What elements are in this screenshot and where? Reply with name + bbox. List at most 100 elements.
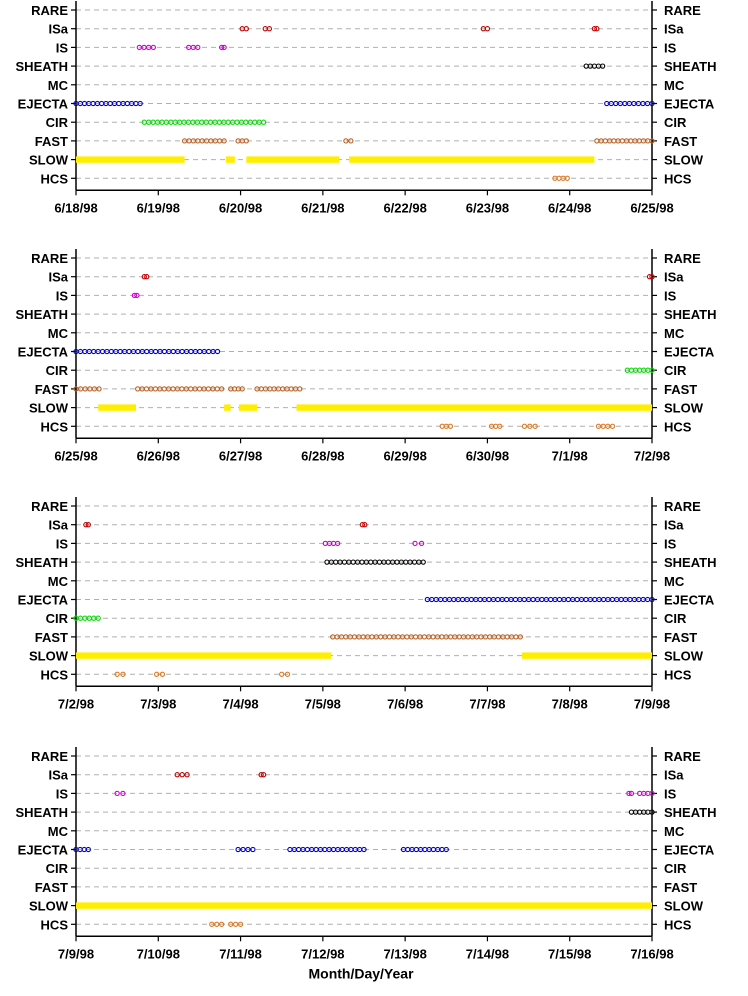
interval-is-3-point [649, 790, 655, 797]
interval-hcs-3-point [284, 671, 291, 677]
category-label-left-is: IS [56, 536, 69, 551]
interval-ejecta-1-point [197, 348, 203, 355]
interval-fast-4-point [611, 138, 617, 144]
category-label-right-fast: FAST [664, 134, 697, 149]
x-tick-label: 7/14/98 [466, 946, 509, 961]
interval-slow-3 [246, 156, 340, 163]
category-label-left-sheath: SHEATH [16, 805, 68, 820]
category-label-right-sheath: SHEATH [664, 59, 716, 74]
interval-hcs-1-point [564, 175, 570, 181]
interval-fast-2-point [179, 386, 185, 392]
interval-fast-1-point [386, 634, 393, 640]
interval-fast-3-point [239, 386, 245, 392]
category-label-left-is: IS [56, 288, 69, 303]
x-tick-label: 7/2/98 [58, 696, 94, 711]
category-label-right-hcs: HCS [664, 171, 692, 186]
interval-fast-2-point [152, 386, 159, 392]
interval-ejecta-1-point [179, 348, 185, 355]
x-tick-label: 6/18/98 [54, 200, 97, 215]
category-label-left-cir: CIR [46, 611, 69, 626]
interval-isa-2-point [646, 274, 653, 280]
interval-slow-2 [521, 652, 652, 659]
category-label-left-cir: CIR [46, 363, 69, 378]
interval-ejecta-1-point [214, 348, 221, 355]
interval-ejecta-1-point [556, 596, 563, 603]
category-label-left-sheath: SHEATH [16, 307, 68, 322]
interval-fast-1-point [412, 634, 419, 640]
category-label-left-fast: FAST [35, 382, 68, 397]
x-tick-label: 7/15/98 [548, 946, 591, 961]
interval-hcs-1-point [114, 671, 120, 677]
category-label-right-isa: ISa [664, 518, 684, 533]
category-label-left-cir: CIR [46, 861, 69, 876]
category-label-right-isa: ISa [664, 768, 684, 783]
category-label-left-rare: RARE [31, 251, 68, 266]
category-label-right-slow: SLOW [664, 649, 704, 664]
interval-fast-1-point [221, 138, 227, 144]
interval-slow-1 [76, 156, 185, 163]
category-label-right-ejecta: EJECTA [664, 97, 715, 112]
chart-panel-2: RARE RARE ISa ISa IS IS SHEATH SHEATH MC MC EJECTA… [16, 249, 716, 463]
interval-ejecta-1-point [137, 100, 143, 107]
category-label-left-slow: SLOW [29, 649, 69, 664]
category-label-left-mc: MC [48, 574, 69, 589]
interval-hcs-3-point [532, 423, 538, 429]
interval-fast-2-point [196, 386, 203, 392]
interval-ejecta-4-point [413, 846, 419, 853]
category-label-left-cir: CIR [46, 115, 69, 130]
chart-panel-1: RARE RARE ISa ISa IS IS SHEATH SHEATH MC MC EJECTA… [16, 1, 716, 215]
interval-hcs-1-point [120, 671, 126, 677]
interval-hcs-3-point [279, 671, 285, 677]
interval-ejecta-1-point [649, 596, 655, 603]
category-label-left-ejecta: EJECTA [18, 843, 69, 858]
interval-slow-4 [296, 404, 652, 411]
category-label-right-is: IS [664, 288, 677, 303]
interval-fast-2-point [218, 386, 225, 392]
interval-slow-2 [224, 404, 231, 411]
interval-fast-1-point [404, 634, 410, 640]
category-label-left-slow: SLOW [29, 153, 69, 168]
interval-hcs-4-point [609, 423, 616, 429]
category-label-right-hcs: HCS [664, 917, 692, 932]
x-tick-label: 6/21/98 [301, 200, 344, 215]
interval-isa-1-point [243, 26, 249, 32]
category-label-right-sheath: SHEATH [664, 307, 716, 322]
interval-slow-1 [76, 652, 332, 659]
interval-ejecta-4-point [443, 846, 449, 853]
interval-is-1-point [134, 292, 140, 299]
x-tick-label: 7/10/98 [137, 946, 180, 961]
x-tick-label: 6/27/98 [219, 448, 262, 463]
category-label-left-isa: ISa [48, 22, 68, 37]
category-label-right-slow: SLOW [664, 401, 704, 416]
interval-is-1-point [120, 790, 126, 797]
interval-ejecta-2-point [235, 846, 241, 853]
interval-ejecta-3-point [361, 846, 367, 853]
category-label-right-rare: RARE [664, 251, 701, 266]
interval-ejecta-3-point [296, 846, 302, 853]
interval-ejecta-1-point [188, 348, 194, 355]
interval-slow-4 [349, 156, 595, 163]
interval-hcs-1-point [218, 921, 225, 927]
interval-hcs-2-point [497, 423, 503, 429]
interval-isa-2-point [362, 522, 368, 528]
interval-fast-2-point [188, 386, 194, 392]
x-tick-label: 6/22/98 [383, 200, 426, 215]
category-label-right-sheath: SHEATH [664, 555, 716, 570]
interval-ejecta-3-point [287, 846, 293, 853]
interval-hcs-1-point [447, 423, 454, 429]
interval-is-3-point [221, 44, 227, 51]
x-tick-label: 6/24/98 [548, 200, 591, 215]
interval-isa-2-point [649, 274, 655, 280]
category-label-left-sheath: SHEATH [16, 555, 68, 570]
interval-slow-1 [76, 902, 652, 909]
x-tick-label: 6/23/98 [466, 200, 509, 215]
category-label-left-isa: ISa [48, 518, 68, 533]
x-tick-label: 7/9/98 [58, 946, 94, 961]
category-label-left-slow: SLOW [29, 401, 69, 416]
x-tick-label: 7/16/98 [630, 946, 673, 961]
interval-fast-3-point [343, 138, 349, 144]
interval-isa-4-point [591, 26, 598, 32]
x-tick-label: 6/25/98 [54, 448, 97, 463]
interval-ejecta-1-point [521, 596, 527, 603]
interval-is-2-point [195, 44, 201, 51]
